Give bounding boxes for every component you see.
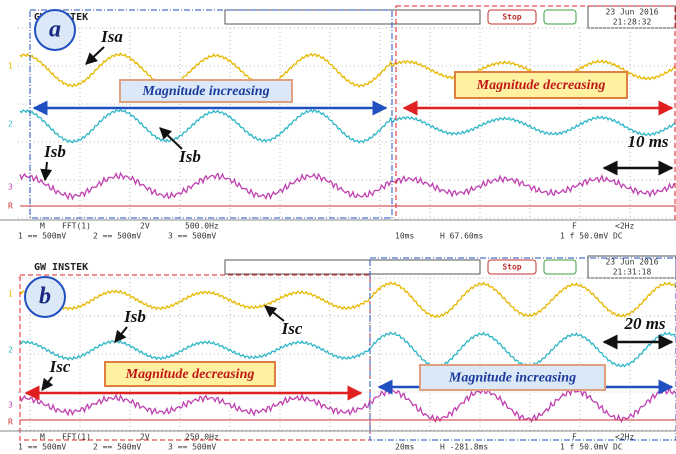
- status-item: F: [572, 222, 577, 231]
- status-item: F: [572, 433, 577, 442]
- pointer-arrow: [45, 162, 47, 180]
- signal-label: Isa: [100, 27, 123, 46]
- channel-label: 1: [8, 290, 13, 299]
- note: Magnitude increasing: [141, 84, 269, 99]
- channel-label: 2: [8, 120, 13, 129]
- status-item: 500.0Hz: [185, 222, 219, 231]
- date: 23 Jun 2016: [606, 8, 659, 17]
- channel-label: 3: [8, 401, 13, 410]
- note: Magnitude decreasing: [476, 78, 606, 93]
- status-item: 2 == 500mV: [93, 232, 141, 241]
- preview-bar: [225, 10, 480, 24]
- status-item: H -281.8ms: [440, 443, 488, 452]
- oscilloscope-figure: GW INSTEKStop23 Jun 201621:28:32123RMagn…: [0, 0, 676, 454]
- signal-label: Isb: [178, 147, 201, 166]
- state: Stop: [502, 263, 521, 272]
- channel-label: 3: [8, 183, 13, 192]
- status-item: 250.0Hz: [185, 433, 219, 442]
- status-item: M: [40, 222, 45, 231]
- status-item: M: [40, 433, 45, 442]
- time: 21:31:18: [613, 268, 652, 277]
- channel-label: 2: [8, 346, 13, 355]
- waveform: [20, 109, 676, 143]
- pointer-arrow: [160, 128, 182, 149]
- note: Magnitude decreasing: [125, 367, 255, 382]
- status-item: FFT(1): [62, 433, 91, 442]
- status-item: <2Hz: [615, 433, 634, 442]
- panel-label: b: [39, 284, 51, 310]
- status-item: 2V: [140, 222, 150, 231]
- state: Stop: [502, 13, 521, 22]
- status-item: 1 f 50.0mV DC: [560, 443, 623, 452]
- trigger-icon: [544, 10, 576, 24]
- increase-region: [370, 258, 676, 440]
- pointer-arrow: [265, 306, 284, 321]
- status-item: 3 == 500mV: [168, 232, 216, 241]
- status-item: <2Hz: [615, 222, 634, 231]
- signal-label: Isb: [123, 307, 146, 326]
- pointer-arrow: [86, 47, 104, 64]
- status-item: 1 f 50.0mV DC: [560, 232, 623, 241]
- status-item: 10ms: [395, 232, 414, 241]
- preview-bar: [225, 260, 480, 274]
- note: Magnitude increasing: [448, 371, 576, 386]
- time-scale: 10 ms: [627, 132, 668, 151]
- status-item: H 67.60ms: [440, 232, 484, 241]
- channel-label: R: [8, 418, 13, 427]
- status-item: 20ms: [395, 443, 414, 452]
- status-item: 2V: [140, 433, 150, 442]
- status-item: 1 == 500mV: [18, 232, 66, 241]
- pointer-arrow: [42, 377, 52, 390]
- status-item: FFT(1): [62, 222, 91, 231]
- waveform: [20, 173, 676, 199]
- status-item: 2 == 500mV: [93, 443, 141, 452]
- signal-label: Isb: [43, 142, 66, 161]
- pointer-arrow: [115, 327, 127, 342]
- brand: GW INSTEK: [34, 262, 88, 273]
- time-scale: 20 ms: [623, 314, 665, 333]
- trigger-icon: [544, 260, 576, 274]
- panel-label: a: [49, 17, 61, 43]
- status-item: 3 == 500mV: [168, 443, 216, 452]
- channel-label: R: [8, 202, 13, 211]
- date: 23 Jun 2016: [606, 258, 659, 267]
- signal-label: Isc: [281, 319, 303, 338]
- time: 21:28:32: [613, 18, 652, 27]
- status-item: 1 == 500mV: [18, 443, 66, 452]
- channel-label: 1: [8, 62, 13, 71]
- signal-label: Isc: [49, 357, 71, 376]
- waveform: [20, 282, 676, 317]
